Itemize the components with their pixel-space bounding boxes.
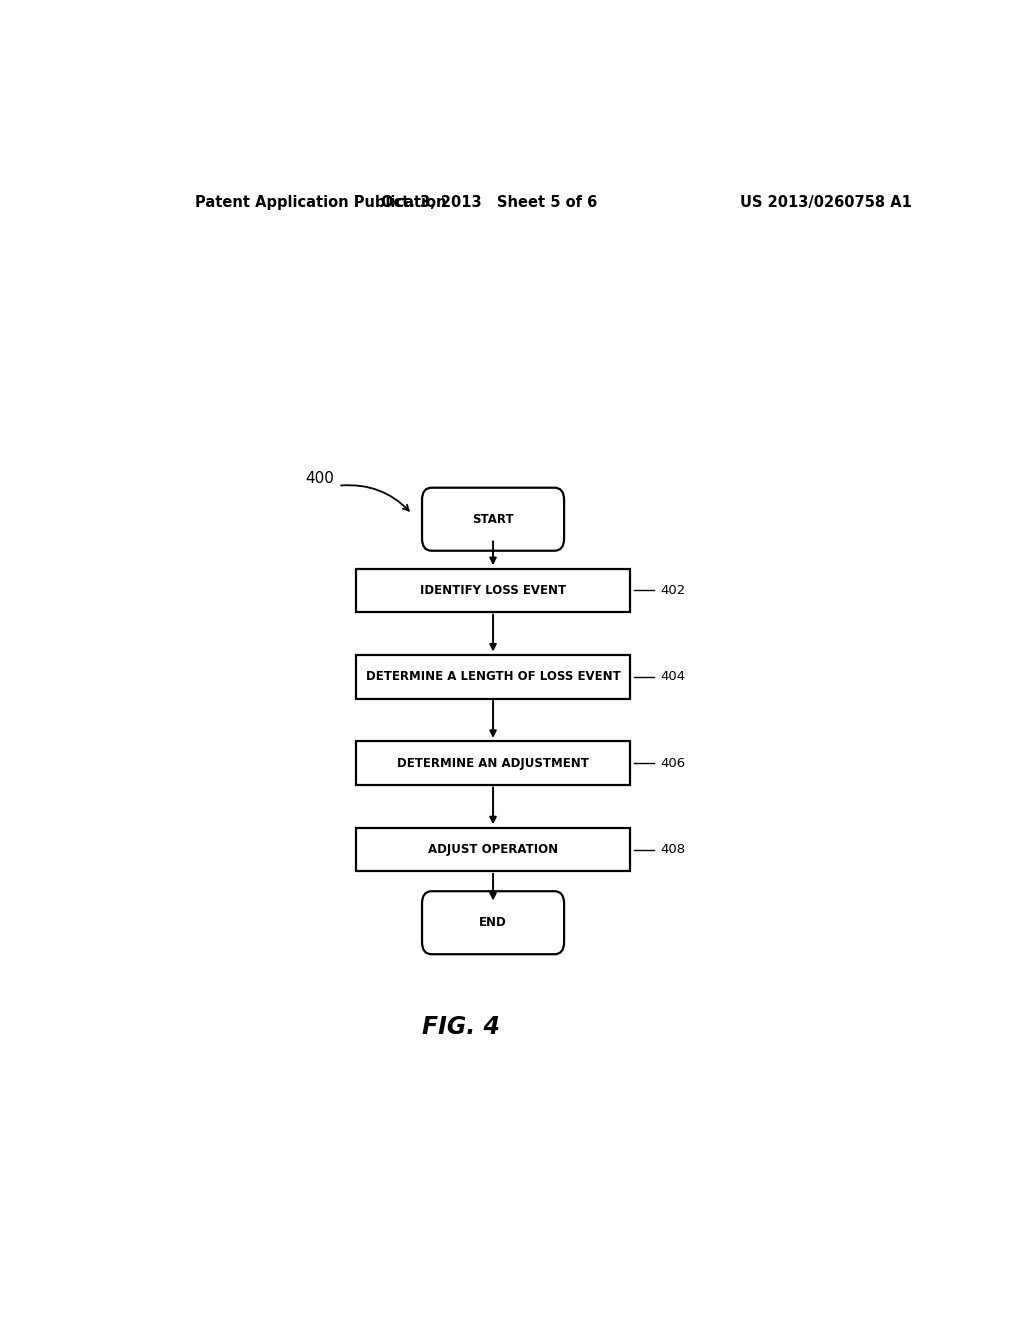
Text: DETERMINE A LENGTH OF LOSS EVENT: DETERMINE A LENGTH OF LOSS EVENT: [366, 671, 621, 684]
FancyBboxPatch shape: [422, 891, 564, 954]
Text: DETERMINE AN ADJUSTMENT: DETERMINE AN ADJUSTMENT: [397, 756, 589, 770]
Text: 400: 400: [305, 471, 334, 486]
Bar: [356, 655, 630, 698]
Text: US 2013/0260758 A1: US 2013/0260758 A1: [740, 194, 912, 210]
Text: ADJUST OPERATION: ADJUST OPERATION: [428, 843, 558, 857]
Text: FIG. 4: FIG. 4: [422, 1015, 501, 1039]
Text: IDENTIFY LOSS EVENT: IDENTIFY LOSS EVENT: [420, 583, 566, 597]
Bar: [356, 742, 630, 785]
Text: 404: 404: [660, 671, 685, 684]
Text: Oct. 3, 2013   Sheet 5 of 6: Oct. 3, 2013 Sheet 5 of 6: [381, 194, 597, 210]
Text: 402: 402: [660, 583, 685, 597]
Text: 406: 406: [660, 756, 685, 770]
Text: END: END: [479, 916, 507, 929]
Text: START: START: [472, 512, 514, 525]
Text: Patent Application Publication: Patent Application Publication: [196, 194, 446, 210]
Text: 408: 408: [660, 843, 685, 857]
FancyBboxPatch shape: [422, 487, 564, 550]
Bar: [356, 569, 630, 612]
Bar: [356, 828, 630, 871]
